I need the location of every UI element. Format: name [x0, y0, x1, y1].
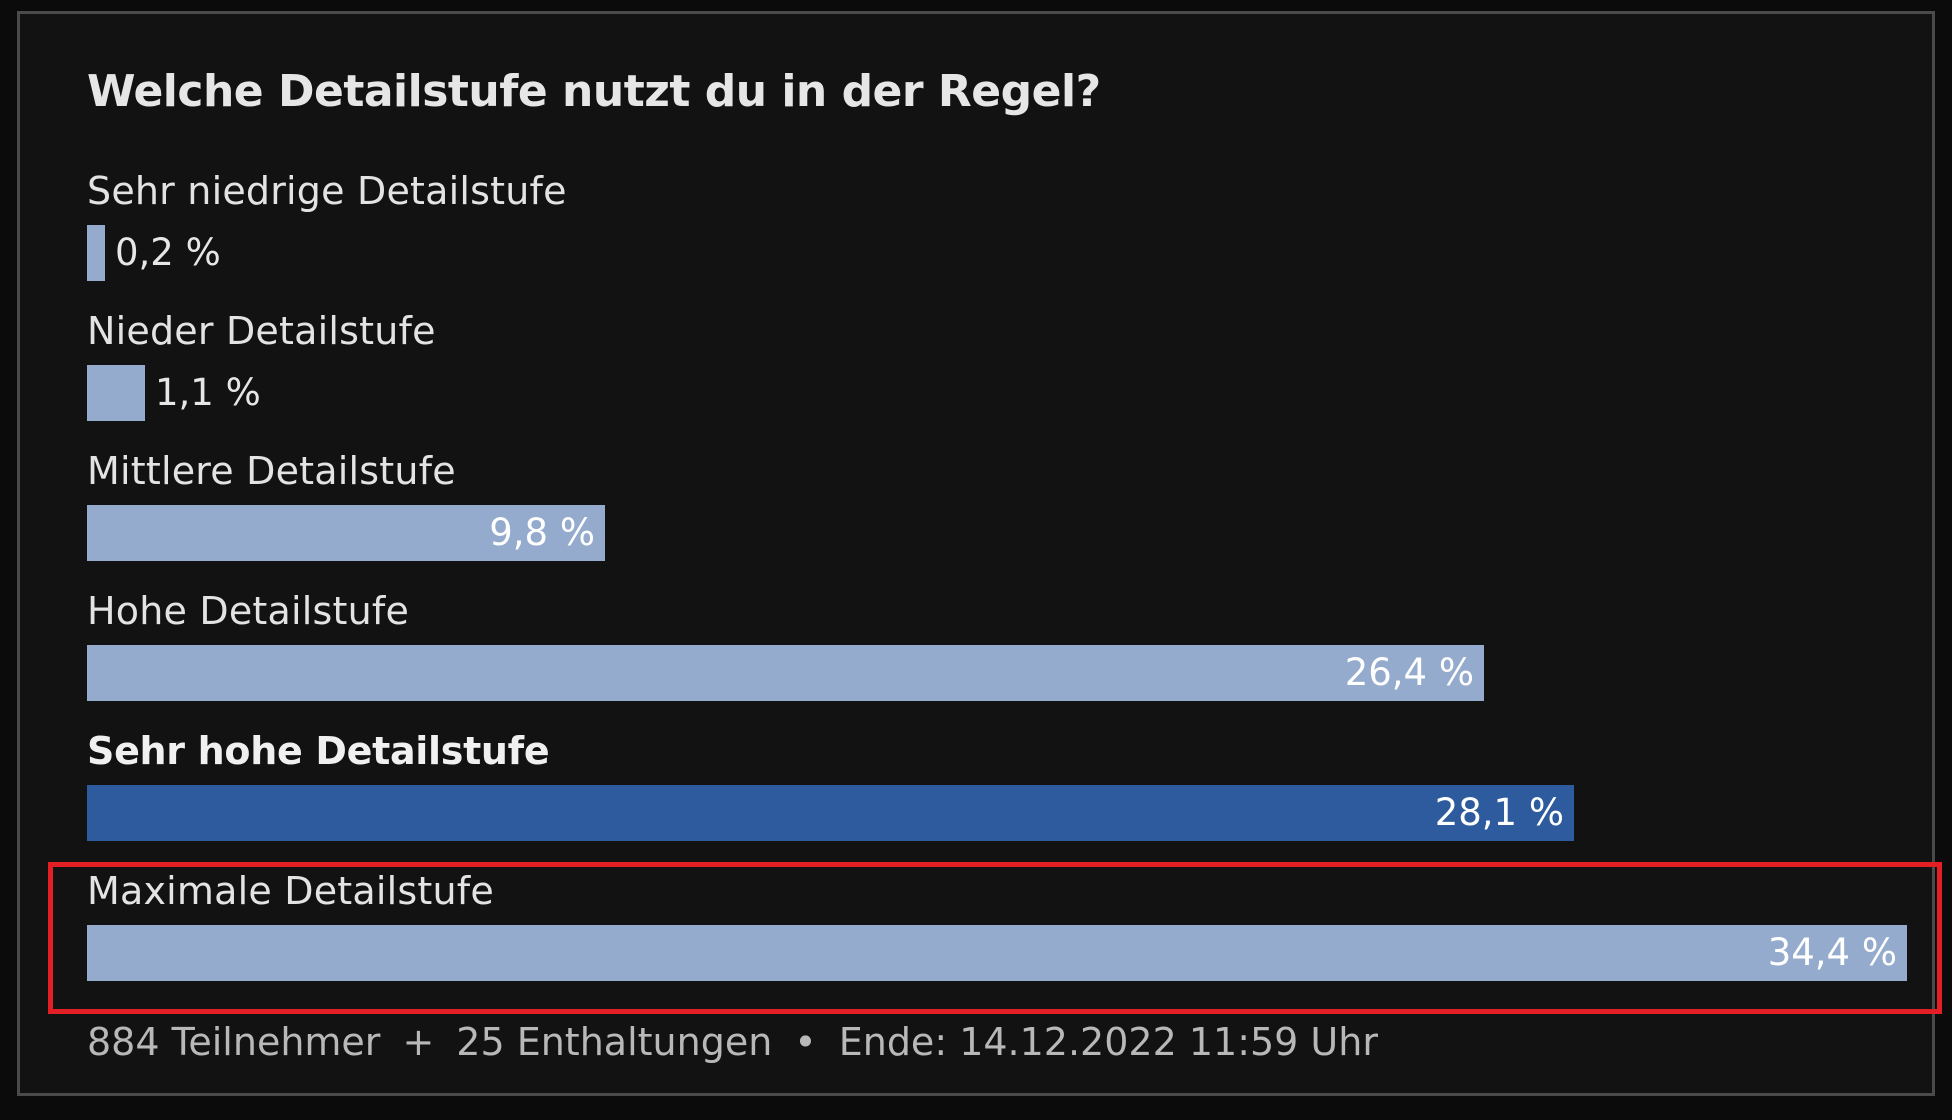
option-label: Sehr niedrige Detailstufe	[87, 169, 567, 213]
option-bar	[87, 505, 605, 561]
option-percentage: 9,8 %	[489, 511, 595, 554]
option-label: Mittlere Detailstufe	[87, 449, 456, 493]
option-label: Nieder Detailstufe	[87, 309, 436, 353]
option-bar	[87, 645, 1484, 701]
option-bar	[87, 365, 145, 421]
option-percentage: 28,1 %	[1434, 791, 1564, 834]
option-label: Sehr hohe Detailstufe	[87, 729, 550, 773]
option-percentage: 34,4 %	[1767, 931, 1897, 974]
footer-separator-dot: •	[794, 1020, 817, 1064]
option-bar	[87, 785, 1574, 841]
option-bar	[87, 225, 105, 281]
option-bar	[87, 925, 1907, 981]
participants-count: 884 Teilnehmer	[87, 1020, 381, 1064]
poll-footer: 884 Teilnehmer +25 Enthaltungen • Ende: 14.…	[87, 1020, 1378, 1064]
abstentions-count: 25 Enthaltungen	[456, 1020, 773, 1064]
footer-separator-plus: +	[402, 1020, 435, 1064]
poll-card: Welche Detailstufe nutzt du in der Regel…	[17, 11, 1942, 1096]
option-percentage: 26,4 %	[1344, 651, 1474, 694]
option-label: Maximale Detailstufe	[87, 869, 494, 913]
poll-title: Welche Detailstufe nutzt du in der Regel…	[87, 66, 1101, 117]
option-percentage: 0,2 %	[115, 231, 221, 274]
poll-end-date: Ende: 14.12.2022 11:59 Uhr	[838, 1020, 1378, 1064]
option-label: Hohe Detailstufe	[87, 589, 410, 633]
option-percentage: 1,1 %	[155, 371, 261, 414]
